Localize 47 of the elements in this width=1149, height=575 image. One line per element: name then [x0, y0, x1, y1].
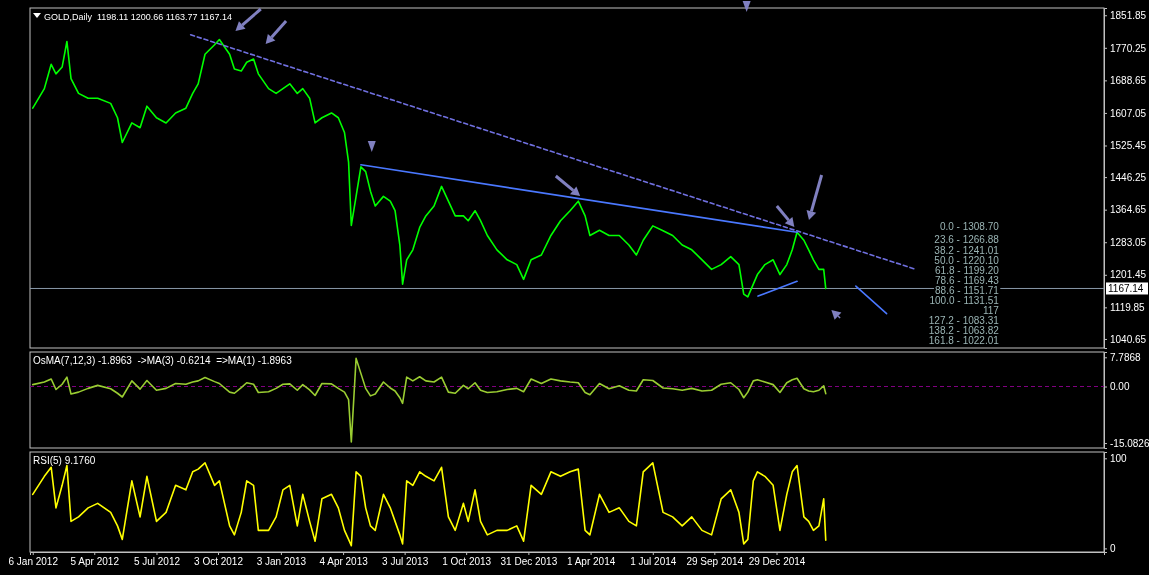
x-tick-label: 29 Dec 2014	[748, 556, 806, 568]
annotation: 88.6 - 1151.71	[935, 285, 1000, 296]
y-tick-label: 1851.85	[1110, 9, 1147, 21]
y-tick-label: 1446.25	[1110, 171, 1147, 183]
annotation: 127.2 - 1083.31	[928, 315, 1000, 326]
line-series	[31, 357, 827, 443]
annotation: 23.6 - 1266.88	[934, 234, 1000, 245]
x-tick-label: 1 Apr 2014	[566, 556, 616, 568]
x-tick-label: 3 Oct 2012	[194, 556, 244, 568]
y-tick-label: 1119.85	[1110, 302, 1146, 314]
x-tick-label: 31 Dec 2013	[500, 556, 558, 568]
x-tick-label: 3 Jan 2013	[256, 556, 307, 568]
y-tick-label: 1688.65	[1110, 75, 1147, 87]
annotation: 100.0 - 1131.51	[929, 295, 1000, 306]
y-tick-label: 1283.05	[1110, 236, 1147, 248]
annotation: 78.6 - 1169.43	[935, 275, 1000, 286]
x-tick-label: 1 Oct 2013	[442, 556, 492, 568]
annotation: 38.2 - 1241.01	[934, 245, 1000, 256]
x-tick-label: 6 Jan 2012	[8, 556, 59, 568]
line-series	[31, 38, 827, 298]
annotation: 0.0 - 1308.70	[939, 221, 1000, 232]
y-tick-label: 100	[1110, 453, 1128, 465]
x-tick-label: 5 Jul 2012	[133, 556, 181, 568]
x-tick-label: 29 Sep 2014	[686, 556, 744, 568]
y-tick-label: 7.7868	[1110, 352, 1142, 363]
x-tick-label: 1 Jul 2014	[630, 556, 677, 568]
chart-title: RSI(5) 9.1760	[33, 455, 96, 466]
y-tick-label: 1770.25	[1110, 42, 1147, 54]
annotation: 138.2 - 1063.82	[928, 325, 1000, 336]
y-tick-label: 1201.45	[1110, 269, 1147, 281]
x-tick-label: 5 Apr 2012	[70, 556, 120, 568]
y-tick-label: 0	[1110, 543, 1116, 555]
annotation: 161.8 - 1022.01	[928, 335, 1000, 346]
annotation: 61.8 - 1199.20	[935, 265, 1000, 276]
y-tick-label: 1525.45	[1110, 140, 1147, 152]
annotation: 117	[982, 305, 1000, 316]
ref-line-label: 1167.14	[1108, 283, 1144, 295]
y-tick-label: -15.0826	[1110, 437, 1149, 449]
y-tick-label: 1364.65	[1110, 204, 1147, 216]
x-tick-label: 3 Jul 2013	[382, 556, 429, 568]
x-tick-label: 4 Apr 2013	[319, 556, 369, 568]
y-tick-label: 1607.05	[1110, 107, 1147, 119]
y-tick-label: 1040.65	[1110, 333, 1147, 345]
chart-title: GOLD,Daily 1198.11 1200.66 1163.77 1167.14	[44, 12, 232, 22]
chart-title: OsMA(7,12,3) -1.8963 ->MA(3) -0.6214 =>MA(1) -1.8963	[33, 355, 293, 366]
y-tick-label: 0.00	[1110, 381, 1130, 393]
annotation: 50.0 - 1220.10	[934, 255, 1000, 266]
